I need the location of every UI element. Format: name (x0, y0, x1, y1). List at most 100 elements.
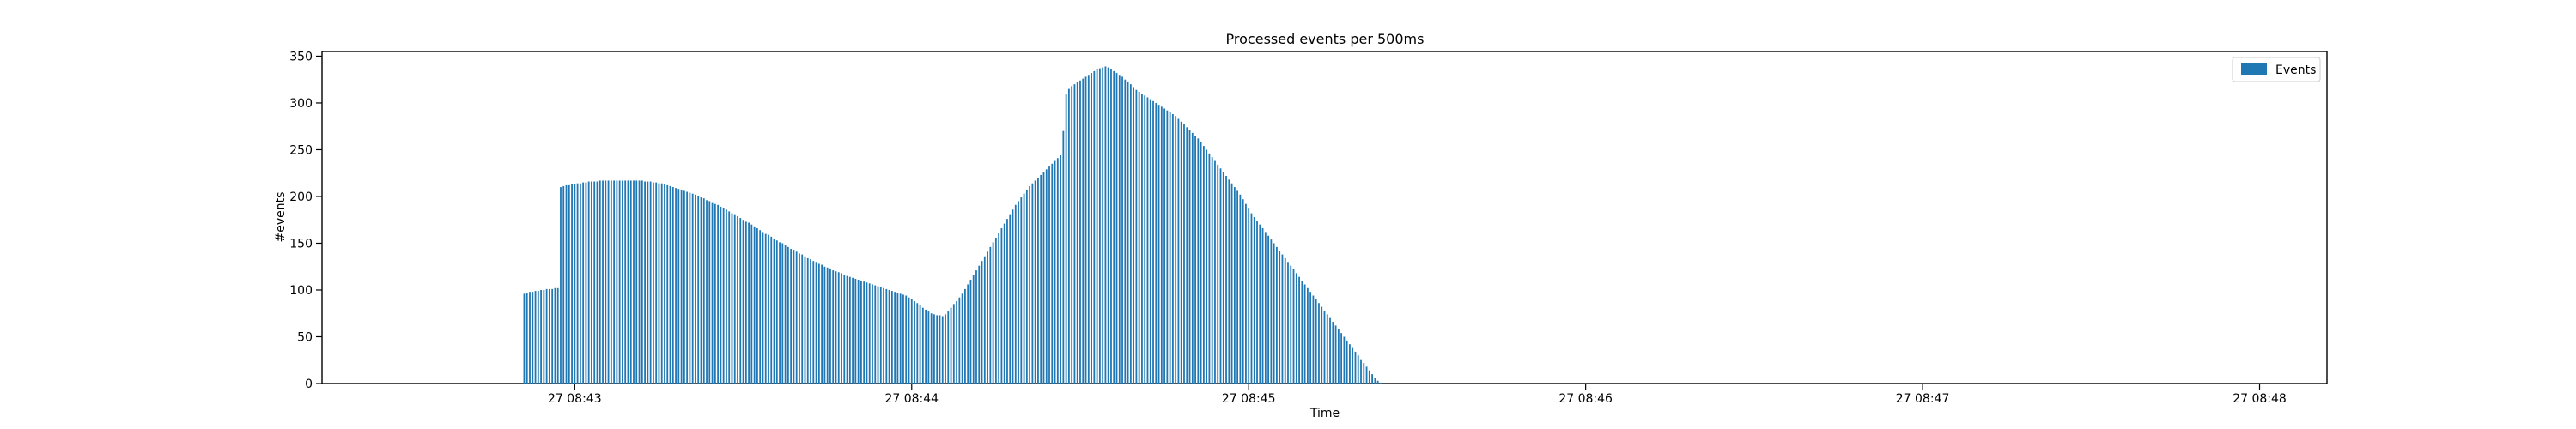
bar (560, 187, 562, 384)
x-tick-label: 27 08:44 (884, 392, 939, 406)
bar (664, 184, 665, 384)
bar (815, 262, 817, 384)
bar (1349, 344, 1351, 384)
bar (1284, 257, 1286, 384)
bar (863, 281, 866, 384)
bar (689, 192, 691, 384)
bar (908, 297, 910, 384)
bar (837, 272, 840, 384)
bar (1056, 158, 1059, 384)
bar (1248, 208, 1250, 384)
bar (1242, 199, 1244, 384)
bar (1115, 73, 1118, 384)
bar (618, 180, 621, 384)
bar (1076, 82, 1078, 384)
bar (902, 294, 904, 384)
bar (888, 289, 890, 384)
bar (1065, 94, 1067, 384)
bar (1214, 160, 1216, 384)
bar-series-events (523, 66, 1382, 384)
bar (1211, 157, 1213, 384)
bar (669, 185, 671, 384)
bar (1206, 149, 1208, 384)
bar (1236, 190, 1239, 384)
bar (877, 286, 879, 384)
bar (1363, 363, 1365, 384)
bar (795, 251, 798, 384)
bar (1135, 89, 1138, 384)
bar (1332, 322, 1334, 384)
bar (1292, 269, 1295, 384)
bar (1177, 118, 1180, 384)
bar (1037, 178, 1039, 384)
bar (574, 184, 576, 384)
legend: Events (2232, 57, 2321, 82)
bar (1166, 110, 1169, 384)
bar (879, 287, 882, 384)
bar (1042, 172, 1045, 384)
bar (978, 265, 981, 384)
bar (680, 190, 683, 384)
bar (998, 233, 1000, 384)
bar (1219, 168, 1222, 384)
bar (1163, 108, 1165, 384)
bar (1102, 67, 1104, 384)
bar (1334, 325, 1337, 384)
bar (1326, 314, 1328, 384)
bar (1093, 70, 1096, 384)
x-tick-label: 27 08:46 (1558, 392, 1613, 406)
bar (1091, 73, 1092, 384)
bar (708, 201, 711, 384)
bar (1340, 333, 1343, 384)
bar (633, 180, 635, 384)
bar (1107, 67, 1109, 384)
bar (1012, 209, 1014, 384)
bar (1172, 114, 1174, 384)
bar (1273, 243, 1275, 384)
bar (1357, 355, 1359, 384)
bar (1113, 70, 1115, 384)
bar (1323, 310, 1326, 384)
bar (885, 288, 888, 384)
bar (593, 181, 596, 384)
bar (1253, 216, 1255, 384)
bar (793, 250, 795, 384)
bar (702, 198, 705, 384)
bar (799, 253, 800, 384)
bar (936, 315, 939, 384)
bar (627, 180, 629, 384)
bar (790, 249, 793, 384)
bar (784, 245, 787, 384)
bar (910, 299, 913, 384)
bar (562, 185, 565, 384)
y-tick-label: 150 (289, 237, 313, 251)
bar (691, 193, 694, 384)
bar (1098, 68, 1101, 384)
bar (933, 314, 935, 384)
bar (641, 180, 643, 384)
bar (683, 190, 685, 384)
bar (1040, 174, 1042, 384)
chart-title: Processed events per 500ms (1226, 31, 1425, 47)
y-tick-label: 100 (289, 284, 313, 298)
bar (568, 184, 570, 384)
bar (975, 270, 977, 384)
bar (565, 184, 568, 384)
bar (832, 270, 835, 384)
bar (854, 278, 857, 384)
bar (759, 230, 762, 384)
bar (841, 273, 842, 384)
bar (930, 313, 933, 384)
bar (714, 203, 716, 384)
bar (543, 289, 545, 384)
bar (624, 180, 627, 384)
bar (1279, 251, 1281, 384)
y-axis: 0 50 100 150 200 250 300 350 (289, 50, 322, 391)
bar (896, 293, 899, 384)
bar (717, 204, 720, 384)
bar (919, 305, 921, 384)
bar (1202, 146, 1205, 384)
bar (1006, 219, 1008, 384)
bar (629, 180, 632, 384)
